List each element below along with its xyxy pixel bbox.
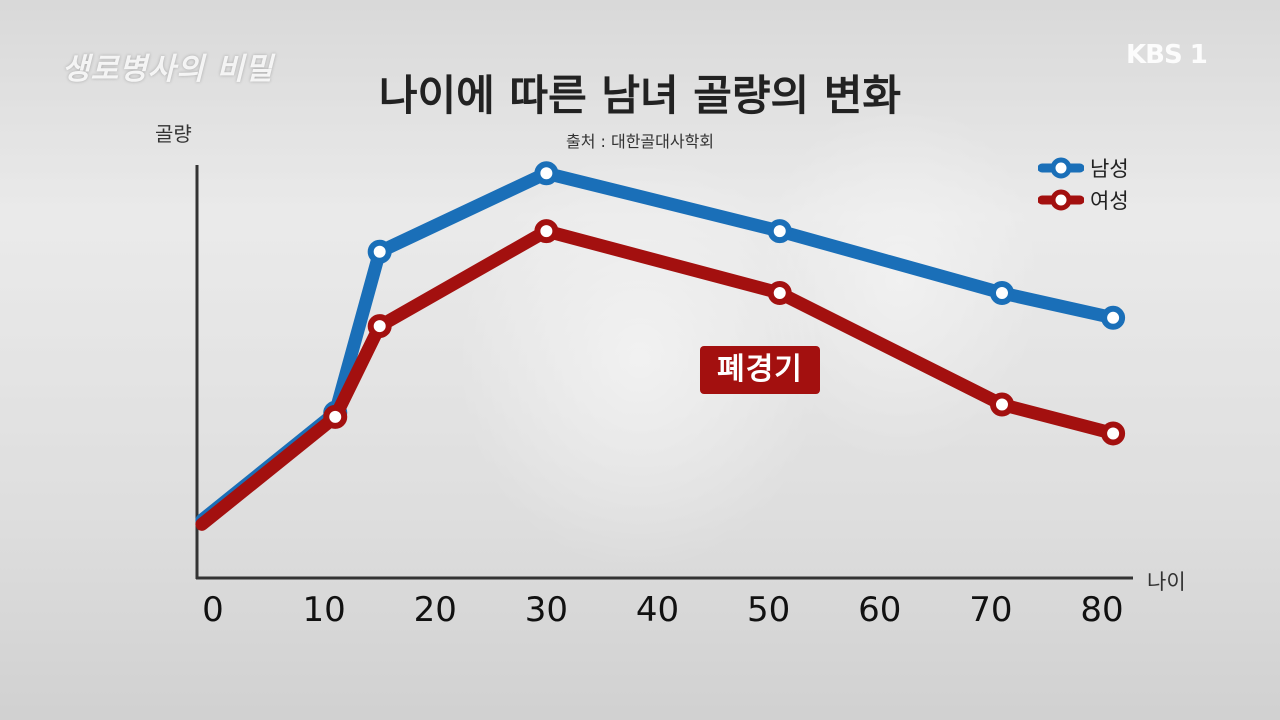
data-point-female-4 xyxy=(767,281,792,306)
data-point-female-2 xyxy=(367,314,392,339)
legend-swatch-male xyxy=(1038,157,1084,179)
legend-item-male: 남성 xyxy=(1038,152,1129,184)
data-point-female-1 xyxy=(323,404,348,429)
chart-source: 출처 : 대한골대사학회 xyxy=(565,132,715,151)
x-tick-label-60: 60 xyxy=(858,590,901,630)
program-logo: 생로병사의 비밀 xyxy=(62,52,274,87)
data-point-male-6 xyxy=(1101,305,1126,330)
x-tick-label-30: 30 xyxy=(525,590,568,630)
data-point-male-4 xyxy=(767,219,792,244)
data-point-male-2 xyxy=(367,239,392,264)
x-tick-label-10: 10 xyxy=(302,590,345,630)
menopause-annotation: 폐경기 xyxy=(700,346,820,394)
data-point-male-5 xyxy=(989,281,1014,306)
data-point-female-6 xyxy=(1101,421,1126,446)
x-tick-label-50: 50 xyxy=(747,590,790,630)
x-tick-label-70: 70 xyxy=(969,590,1012,630)
data-point-female-3 xyxy=(534,219,559,244)
series-line-male xyxy=(195,166,1120,527)
legend-label-male: 남성 xyxy=(1090,157,1129,181)
broadcaster-logo: KBS 1 xyxy=(1126,40,1208,70)
data-point-female-5 xyxy=(989,392,1014,417)
legend-swatch-female xyxy=(1038,189,1084,211)
data-point-male-3 xyxy=(534,161,559,186)
chart-title: 나이에 따른 남녀 골량의 변화 xyxy=(378,71,902,120)
x-tick-label-20: 20 xyxy=(414,590,457,630)
legend-item-female: 여성 xyxy=(1038,184,1129,216)
x-tick-label-80: 80 xyxy=(1080,590,1123,630)
x-axis-label: 나이 xyxy=(1147,570,1186,594)
x-tick-label-0: 0 xyxy=(202,590,224,630)
y-axis-label: 골량 xyxy=(155,122,192,146)
x-tick-label-40: 40 xyxy=(636,590,679,630)
legend: 남성 여성 xyxy=(1038,152,1129,216)
legend-label-female: 여성 xyxy=(1090,189,1129,213)
